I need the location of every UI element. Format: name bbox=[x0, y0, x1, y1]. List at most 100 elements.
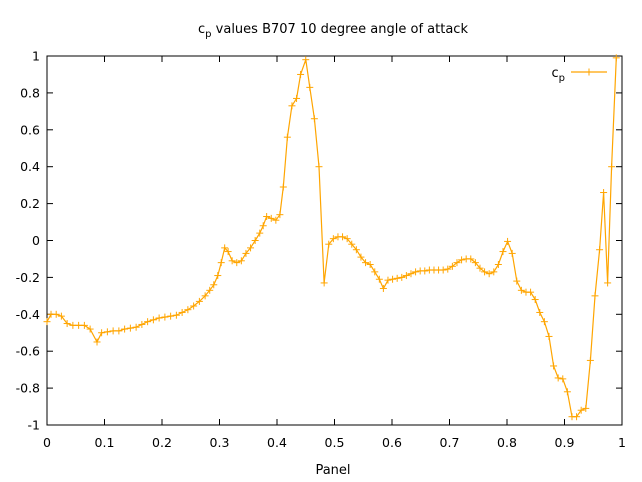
data-point bbox=[402, 272, 410, 280]
y-tick-label: -0.4 bbox=[16, 307, 40, 322]
data-point bbox=[167, 312, 175, 320]
data-point bbox=[366, 260, 374, 268]
data-point bbox=[263, 213, 271, 221]
x-tick-label: 0.3 bbox=[210, 435, 230, 450]
data-point bbox=[297, 70, 305, 78]
x-tick-label: 0.2 bbox=[152, 435, 172, 450]
plot-frame bbox=[46, 55, 623, 426]
data-point bbox=[550, 362, 558, 370]
data-point bbox=[228, 257, 236, 265]
data-point bbox=[352, 246, 360, 254]
data-point bbox=[481, 268, 489, 276]
data-point bbox=[471, 259, 479, 267]
data-point bbox=[577, 406, 585, 414]
data-point bbox=[393, 274, 401, 282]
data-point bbox=[604, 279, 612, 287]
data-point bbox=[325, 240, 333, 248]
data-point bbox=[591, 292, 599, 300]
data-point bbox=[283, 133, 291, 141]
x-tick-label: 0.5 bbox=[325, 435, 345, 450]
data-point bbox=[329, 235, 337, 243]
chart-title-symbol: c bbox=[198, 22, 205, 37]
data-point bbox=[320, 279, 328, 287]
data-point bbox=[214, 272, 222, 280]
data-point bbox=[184, 306, 192, 314]
x-tick-labels: 0 0.1 0.2 0.3 0.4 0.5 0.6 0.7 0.8 0.9 1 bbox=[43, 435, 626, 450]
data-point bbox=[554, 374, 562, 382]
data-point bbox=[467, 255, 475, 263]
data-point bbox=[540, 318, 548, 326]
series-line bbox=[46, 57, 617, 418]
data-point bbox=[57, 312, 65, 320]
data-point bbox=[217, 259, 225, 267]
data-point bbox=[490, 268, 498, 276]
y-tick-label: -0.2 bbox=[16, 270, 40, 285]
data-point bbox=[288, 102, 296, 110]
data-point bbox=[485, 270, 493, 278]
data-point bbox=[494, 260, 502, 268]
data-point bbox=[233, 259, 241, 267]
data-point bbox=[210, 281, 218, 289]
data-point bbox=[242, 249, 250, 257]
data-point bbox=[573, 413, 581, 421]
data-point bbox=[612, 54, 620, 62]
data-point bbox=[339, 233, 347, 241]
legend-sample bbox=[571, 68, 607, 76]
legend: cp bbox=[551, 66, 607, 84]
data-point bbox=[517, 286, 525, 294]
data-point bbox=[256, 229, 264, 237]
data-point bbox=[43, 318, 51, 326]
x-tick-label: 0.7 bbox=[440, 435, 460, 450]
data-point bbox=[371, 268, 379, 276]
data-point bbox=[513, 277, 521, 285]
data-point bbox=[559, 375, 567, 383]
data-point bbox=[582, 404, 590, 412]
data-point bbox=[155, 314, 163, 322]
data-point bbox=[384, 276, 392, 284]
data-point bbox=[389, 275, 397, 283]
data-point bbox=[267, 214, 275, 222]
data-point bbox=[279, 183, 287, 191]
data-point bbox=[453, 259, 461, 267]
data-point bbox=[306, 83, 314, 91]
data-point bbox=[458, 256, 466, 264]
legend-marker bbox=[585, 68, 593, 76]
data-point bbox=[412, 268, 420, 276]
series-cp bbox=[43, 54, 620, 421]
data-point bbox=[302, 56, 310, 64]
x-tick-label: 0.8 bbox=[497, 435, 517, 450]
y-tick-label: 0.6 bbox=[20, 122, 40, 137]
data-point bbox=[149, 316, 157, 324]
data-point bbox=[115, 327, 123, 335]
data-point bbox=[398, 273, 406, 281]
data-point bbox=[259, 222, 267, 230]
y-tick-label: 0.2 bbox=[20, 196, 40, 211]
data-point bbox=[476, 264, 484, 272]
data-point bbox=[201, 292, 209, 300]
x-tick-label: 0.9 bbox=[555, 435, 575, 450]
legend-label-symbol: c bbox=[551, 66, 558, 81]
data-point bbox=[407, 270, 415, 278]
data-point bbox=[272, 216, 280, 224]
data-point bbox=[536, 308, 544, 316]
data-point bbox=[237, 257, 245, 265]
x-tick-label: 0.6 bbox=[382, 435, 402, 450]
y-tick-labels: -1 -0.8 -0.6 -0.4 -0.2 0 0.2 0.4 0.6 0.8 1 bbox=[16, 49, 40, 433]
data-point bbox=[375, 275, 383, 283]
x-tick-label: 0 bbox=[43, 435, 51, 450]
data-point bbox=[357, 253, 365, 261]
data-point bbox=[527, 288, 535, 296]
data-point bbox=[531, 296, 539, 304]
x-tick-label: 1 bbox=[618, 435, 626, 450]
data-point bbox=[195, 297, 203, 305]
y-tick-label: 0.8 bbox=[20, 85, 40, 100]
data-point bbox=[499, 248, 507, 256]
data-point bbox=[343, 235, 351, 243]
data-point bbox=[379, 284, 387, 292]
data-point bbox=[276, 211, 284, 219]
legend-label-subscript: p bbox=[559, 73, 565, 84]
axis-ticks bbox=[46, 55, 623, 426]
y-tick-label: -1 bbox=[28, 418, 40, 433]
data-point bbox=[52, 310, 60, 318]
